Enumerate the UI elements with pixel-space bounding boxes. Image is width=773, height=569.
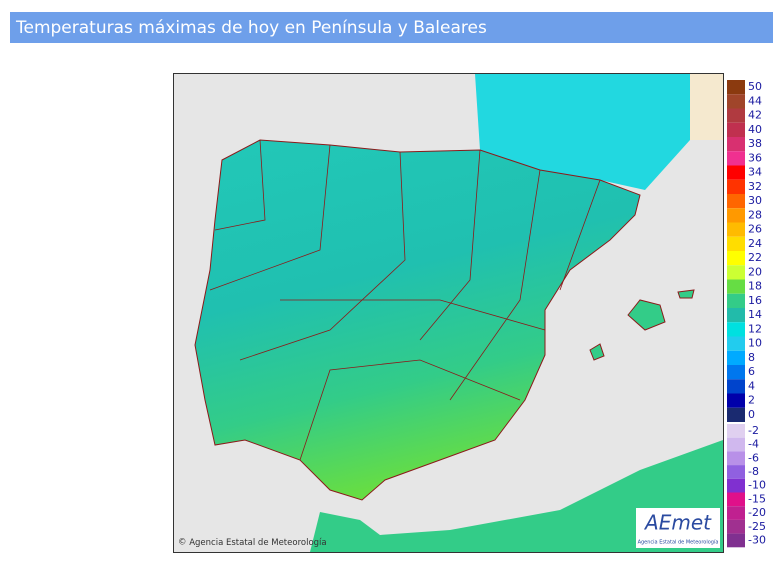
legend-swatch	[727, 506, 745, 520]
legend-swatch	[727, 94, 745, 109]
logo-subtitle: Agencia Estatal de Meteorología	[638, 539, 719, 546]
legend-swatch	[727, 151, 745, 166]
legend-label: 2	[748, 394, 755, 407]
legend: 5044424038363432302826242220181614121086…	[727, 80, 766, 548]
legend-label: 42	[748, 109, 762, 122]
legend-swatch	[727, 407, 745, 422]
legend-label: -20	[748, 506, 766, 519]
legend-swatch	[727, 208, 745, 223]
legend-label: 6	[748, 365, 755, 378]
legend-label: -10	[748, 479, 766, 492]
legend-swatch	[727, 465, 745, 479]
province-borders	[209, 139, 601, 461]
legend-label: 8	[748, 351, 755, 364]
legend-swatch	[727, 322, 745, 337]
legend-swatch	[727, 519, 745, 534]
legend-label: -30	[748, 533, 766, 546]
legend-swatch	[727, 350, 745, 365]
legend-swatch	[727, 308, 745, 323]
legend-label: 50	[748, 80, 762, 93]
legend-swatch	[727, 379, 745, 394]
title-bar	[10, 12, 773, 43]
legend-swatch	[727, 533, 745, 548]
attribution-text: Agencia Estatal de Meteorología	[189, 538, 326, 548]
legend-label: 24	[748, 237, 762, 250]
legend-label: 26	[748, 223, 762, 236]
legend-label: -2	[748, 424, 759, 437]
legend-label: 40	[748, 123, 762, 136]
legend-label: 30	[748, 194, 762, 207]
legend-swatch	[727, 336, 745, 351]
legend-label: 28	[748, 208, 762, 221]
legend-label: 20	[748, 265, 762, 278]
legend-label: 22	[748, 251, 762, 264]
legend-swatch	[727, 265, 745, 280]
legend-swatch	[727, 424, 745, 438]
legend-swatch	[727, 179, 745, 194]
ibiza	[589, 343, 605, 361]
legend-label: 34	[748, 166, 762, 179]
legend-label: 44	[748, 94, 762, 107]
france	[475, 74, 690, 190]
legend-swatch	[727, 492, 745, 507]
legend-label: 12	[748, 322, 762, 335]
legend-label: -6	[748, 451, 759, 464]
mallorca	[627, 299, 666, 331]
legend-swatch	[727, 194, 745, 209]
legend-label: 10	[748, 337, 762, 350]
land-edge	[690, 74, 723, 140]
iberia	[194, 139, 641, 501]
legend-label: -15	[748, 492, 766, 505]
legend-label: 14	[748, 308, 762, 321]
africa	[310, 440, 723, 552]
legend-swatch	[727, 80, 745, 95]
legend-swatch	[727, 478, 745, 493]
logo: AEmet	[643, 511, 712, 535]
legend-label: 16	[748, 294, 762, 307]
attribution: © Agencia Estatal de Meteorología	[178, 538, 327, 548]
legend-swatch	[727, 137, 745, 152]
legend-swatch	[727, 365, 745, 380]
legend-swatch	[727, 437, 745, 452]
legend-swatch	[727, 165, 745, 180]
legend-label: 18	[748, 280, 762, 293]
legend-swatch	[727, 236, 745, 251]
legend-label: 4	[748, 379, 755, 392]
menorca	[677, 289, 695, 299]
legend-label: -4	[748, 438, 759, 451]
title: Temperaturas máximas de hoy en Península…	[15, 18, 487, 38]
legend-label: 32	[748, 180, 762, 193]
logo-box	[636, 508, 720, 548]
legend-swatch	[727, 122, 745, 137]
legend-label: -25	[748, 520, 766, 533]
legend-swatch	[727, 251, 745, 266]
legend-label: 0	[748, 408, 755, 421]
legend-swatch	[727, 293, 745, 308]
legend-label: -8	[748, 465, 759, 478]
legend-label: 36	[748, 151, 762, 164]
legend-swatch	[727, 108, 745, 123]
legend-swatch	[727, 451, 745, 466]
map: © Agencia Estatal de Meteorología AEmet …	[173, 73, 724, 553]
legend-swatch	[727, 393, 745, 408]
legend-swatch	[727, 222, 745, 237]
legend-label: 38	[748, 137, 762, 150]
legend-swatch	[727, 279, 745, 294]
